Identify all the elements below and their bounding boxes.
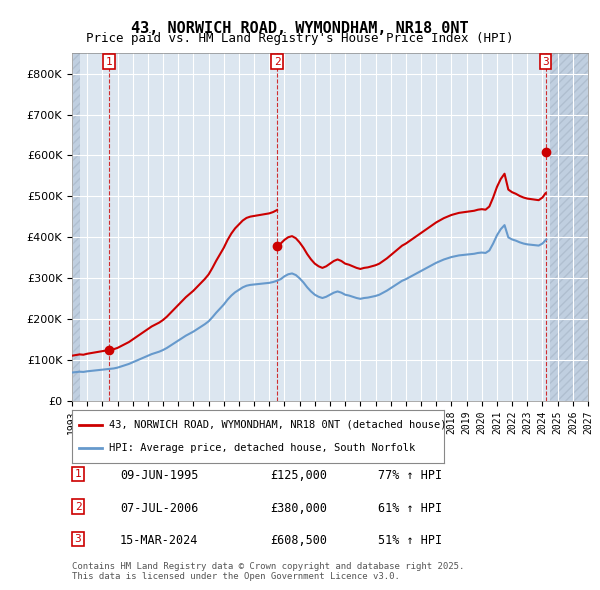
Text: 07-JUL-2006: 07-JUL-2006 [120, 502, 199, 514]
Text: Contains HM Land Registry data © Crown copyright and database right 2025.
This d: Contains HM Land Registry data © Crown c… [72, 562, 464, 581]
Text: 2: 2 [274, 57, 280, 67]
Text: £608,500: £608,500 [270, 534, 327, 547]
Text: 15-MAR-2024: 15-MAR-2024 [120, 534, 199, 547]
Text: HPI: Average price, detached house, South Norfolk: HPI: Average price, detached house, Sout… [109, 443, 415, 453]
Text: 3: 3 [74, 534, 82, 544]
Text: £125,000: £125,000 [270, 469, 327, 482]
Text: 43, NORWICH ROAD, WYMONDHAM, NR18 0NT (detached house): 43, NORWICH ROAD, WYMONDHAM, NR18 0NT (d… [109, 420, 446, 430]
Text: £380,000: £380,000 [270, 502, 327, 514]
Text: 51% ↑ HPI: 51% ↑ HPI [378, 534, 442, 547]
Text: 1: 1 [74, 469, 82, 479]
Text: 09-JUN-1995: 09-JUN-1995 [120, 469, 199, 482]
Text: 43, NORWICH ROAD, WYMONDHAM, NR18 0NT: 43, NORWICH ROAD, WYMONDHAM, NR18 0NT [131, 21, 469, 35]
Text: 1: 1 [106, 57, 112, 67]
Text: 77% ↑ HPI: 77% ↑ HPI [378, 469, 442, 482]
Text: 61% ↑ HPI: 61% ↑ HPI [378, 502, 442, 514]
Text: 3: 3 [542, 57, 549, 67]
Text: Price paid vs. HM Land Registry's House Price Index (HPI): Price paid vs. HM Land Registry's House … [86, 32, 514, 45]
Text: 2: 2 [74, 502, 82, 512]
